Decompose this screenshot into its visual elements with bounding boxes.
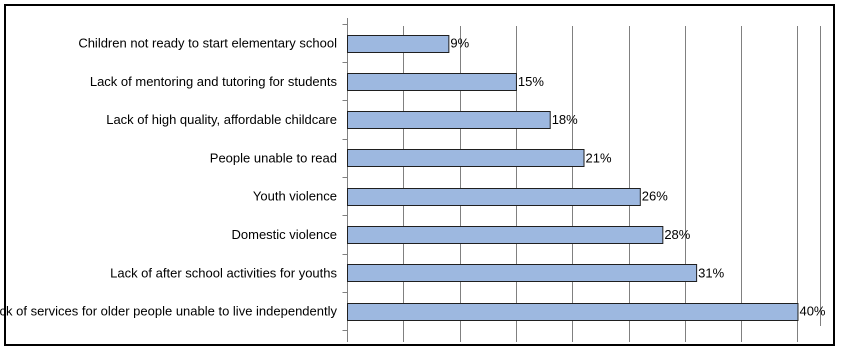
data-label: 40% (799, 304, 825, 319)
label-layer: Children not ready to start elementary s… (0, 36, 826, 319)
bar (347, 303, 799, 321)
category-label: Lack of services for older people unable… (0, 304, 337, 319)
axis-layer (342, 18, 798, 342)
bar (347, 188, 641, 206)
category-label: Lack of mentoring and tutoring for stude… (90, 74, 338, 89)
category-label: Youth violence (253, 189, 337, 204)
data-label: 31% (698, 265, 724, 280)
bar (347, 35, 450, 53)
data-label: 26% (642, 189, 668, 204)
category-label: Children not ready to start elementary s… (78, 36, 337, 51)
bar (347, 226, 664, 244)
category-label: Domestic violence (232, 227, 338, 242)
data-label: 28% (664, 227, 690, 242)
category-label: People unable to read (210, 150, 337, 165)
bar-layer (347, 35, 799, 321)
bar (347, 73, 517, 91)
category-label: Lack of high quality, affordable childca… (106, 112, 337, 127)
data-label: 21% (586, 150, 612, 165)
chart-frame (4, 4, 835, 346)
bar (347, 111, 551, 129)
data-label: 18% (552, 112, 578, 127)
category-label: Lack of after school activities for yout… (110, 265, 337, 280)
data-label: 15% (518, 74, 544, 89)
data-label: 9% (450, 36, 469, 51)
bar (347, 264, 698, 282)
bar (347, 149, 585, 167)
